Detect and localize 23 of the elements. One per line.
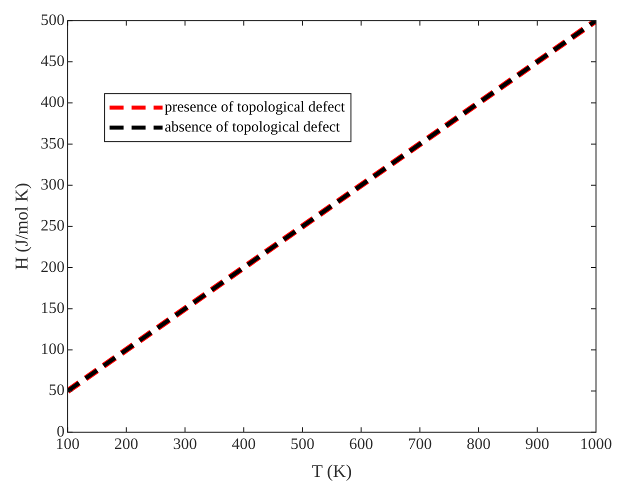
x-tick-label: 900	[525, 436, 550, 454]
y-tick-label: 450	[40, 52, 65, 70]
y-tick-label: 150	[40, 300, 65, 317]
y-axis-title: H (J/mol K)	[12, 182, 32, 270]
y-tick-label: 350	[40, 135, 65, 152]
y-tick-label: 300	[40, 176, 65, 194]
x-tick-label: 600	[349, 436, 374, 454]
x-tick-label: 700	[408, 436, 432, 454]
x-tick-label: 400	[232, 436, 256, 454]
y-tick-label: 200	[40, 258, 65, 276]
x-tick-label: 500	[290, 436, 314, 454]
x-axis-title: T (K)	[312, 460, 352, 481]
y-tick-label: 400	[40, 94, 65, 112]
x-tick-label: 200	[114, 436, 138, 454]
y-tick-label: 50	[48, 382, 65, 400]
y-tick-label: 100	[40, 341, 65, 358]
x-tick-label: 300	[173, 436, 198, 454]
y-tick-label: 250	[40, 218, 65, 235]
y-tick-label: 500	[40, 12, 65, 29]
x-tick-label: 1000	[580, 436, 612, 454]
legend-label: presence of topological defect	[164, 100, 346, 116]
x-tick-label: 800	[466, 436, 491, 454]
legend-label: absence of topological defect	[164, 120, 341, 136]
